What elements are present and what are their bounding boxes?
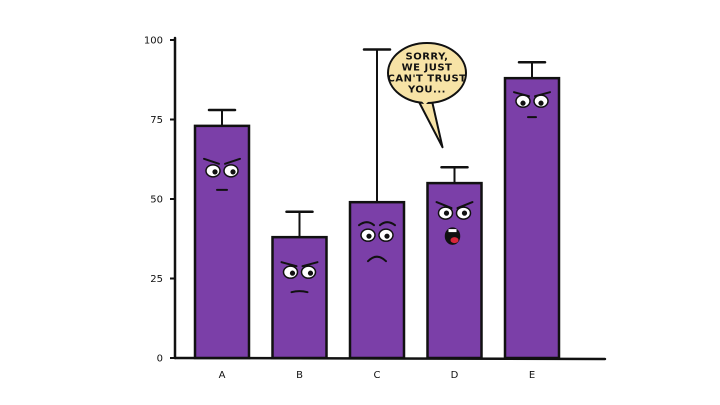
pupil	[520, 100, 526, 106]
speech-bubble-text: WE JUST	[402, 63, 453, 74]
y-tick-label: 25	[150, 274, 163, 285]
bar-a	[193, 124, 251, 360]
pupil	[289, 270, 296, 276]
right-brow	[534, 91, 551, 98]
left-brow	[435, 201, 453, 210]
right-brow	[301, 261, 319, 268]
right-brow	[456, 201, 474, 210]
x-tick-label: D	[451, 370, 459, 381]
x-tick-label: A	[219, 370, 226, 381]
pupil	[212, 169, 218, 175]
speech-bubble-tail	[417, 99, 444, 149]
speech-bubble-joint	[419, 98, 431, 105]
y-tick-label: 50	[150, 195, 163, 206]
speech-bubble-text: CAN'T TRUST	[388, 74, 467, 85]
right-brow	[379, 221, 396, 227]
tongue	[450, 237, 459, 244]
bar-face	[203, 157, 241, 191]
bar-face	[358, 221, 396, 263]
left-brow	[513, 91, 530, 98]
pupil	[366, 233, 372, 239]
bar-e	[503, 76, 561, 360]
bar-group-b: B	[271, 210, 328, 381]
bar-b	[271, 235, 328, 360]
pupil	[230, 169, 236, 175]
bars: A B C D E	[193, 48, 561, 381]
pupil	[461, 210, 468, 216]
left-brow	[280, 261, 298, 268]
x-tick-label: E	[529, 370, 535, 381]
bar-group-e: E	[503, 61, 561, 381]
x-tick-label: C	[374, 370, 381, 381]
bar-face	[513, 91, 551, 119]
bar-c	[348, 200, 406, 360]
x-tick-label: B	[296, 370, 303, 381]
pupil	[538, 100, 544, 106]
right-brow	[224, 157, 241, 165]
bar-group-a: A	[193, 108, 251, 381]
speech-bubble-text: SORRY,	[406, 52, 449, 63]
mouth	[367, 255, 387, 263]
y-tick-label: 100	[144, 36, 163, 47]
speech-bubble-text: YOU...	[407, 85, 446, 96]
mouth	[290, 290, 309, 294]
pupil	[307, 270, 314, 276]
pupil	[384, 233, 390, 239]
y-tick-label: 75	[150, 115, 163, 126]
left-brow	[358, 221, 375, 227]
left-brow	[203, 157, 220, 165]
y-tick-label: 0	[157, 354, 163, 365]
bar-group-d: D	[426, 165, 483, 381]
bar-d	[426, 181, 483, 360]
bar-face	[435, 201, 474, 245]
bar-group-c: C	[348, 48, 406, 381]
pupil	[443, 210, 450, 216]
bar-face	[280, 261, 319, 294]
teeth	[448, 229, 457, 233]
